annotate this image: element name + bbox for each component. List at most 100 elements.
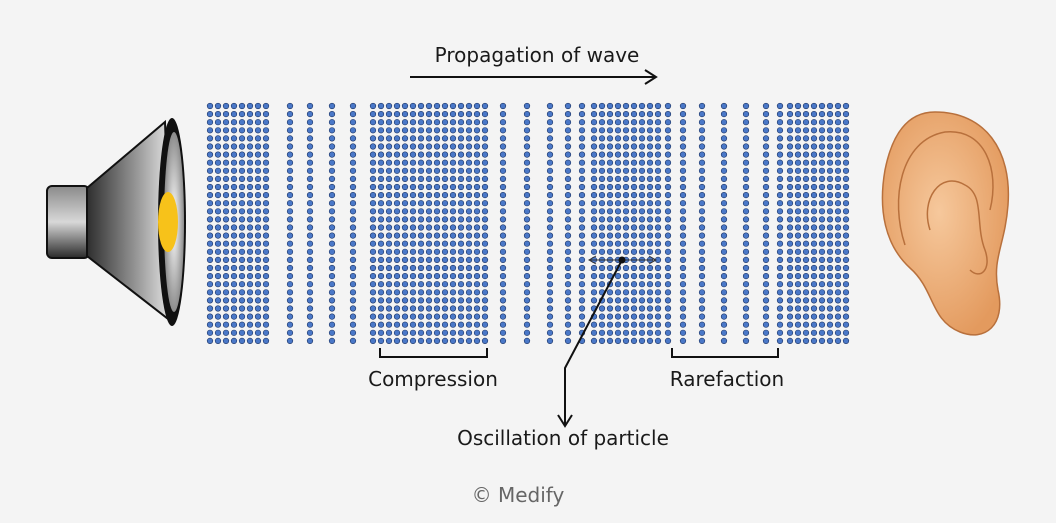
particle [328, 289, 336, 296]
particle [441, 151, 449, 158]
particle [441, 192, 449, 199]
particle [425, 313, 433, 320]
particle [238, 256, 246, 264]
particle [776, 143, 784, 150]
particle [742, 183, 750, 191]
particle [646, 200, 654, 207]
particle [425, 289, 433, 296]
particle [401, 297, 409, 304]
particle [842, 102, 850, 110]
particle [818, 281, 826, 288]
particle [598, 208, 606, 215]
particle [441, 232, 449, 239]
particle [654, 248, 662, 255]
particle [328, 232, 336, 239]
particle [306, 321, 314, 328]
particle [465, 127, 473, 134]
particle [385, 297, 393, 304]
particle [810, 159, 818, 166]
particle [802, 102, 810, 110]
particle [238, 119, 246, 126]
particle [441, 183, 449, 191]
particle [214, 297, 222, 304]
particle [306, 127, 314, 134]
particle [385, 337, 393, 345]
particle [401, 305, 409, 312]
particle [810, 289, 818, 296]
particle [646, 305, 654, 312]
particle [818, 321, 826, 328]
particle [802, 232, 810, 239]
particle [834, 329, 842, 336]
particle [377, 135, 385, 142]
particle [564, 305, 572, 312]
particle [794, 329, 802, 336]
particle [598, 143, 606, 150]
particle [328, 329, 336, 336]
particle [786, 256, 794, 264]
particle [393, 313, 401, 320]
particle [818, 256, 826, 264]
particle [786, 305, 794, 312]
particle [481, 216, 489, 223]
particle [546, 200, 554, 207]
particle [630, 264, 638, 272]
particle [679, 119, 687, 126]
particle [222, 192, 230, 199]
particle [564, 127, 572, 134]
particle [433, 143, 441, 150]
particle [457, 313, 465, 320]
particle [842, 329, 850, 336]
particle [818, 175, 826, 182]
particle [679, 264, 687, 272]
particle [306, 135, 314, 142]
particle [679, 281, 687, 288]
particle [614, 119, 622, 126]
particle [425, 256, 433, 264]
particle [206, 305, 214, 312]
particle [654, 167, 662, 174]
particle [377, 119, 385, 126]
particle [246, 192, 254, 199]
particle [630, 329, 638, 336]
particle [499, 200, 507, 207]
particle [646, 248, 654, 255]
particle [286, 329, 294, 336]
particle [417, 313, 425, 320]
particle [328, 256, 336, 264]
particle [433, 119, 441, 126]
particle [646, 175, 654, 182]
particle [262, 305, 270, 312]
particle [328, 208, 336, 215]
particle [802, 135, 810, 142]
particle [214, 167, 222, 174]
particle [664, 337, 672, 345]
particle [776, 297, 784, 304]
particle [664, 289, 672, 296]
particle [409, 289, 417, 296]
particle [826, 313, 834, 320]
particle [306, 297, 314, 304]
particle [622, 273, 630, 280]
particle [622, 159, 630, 166]
particle [328, 119, 336, 126]
particle [499, 143, 507, 150]
particle [230, 175, 238, 182]
particle [646, 232, 654, 239]
particle [417, 110, 425, 118]
particle [306, 183, 314, 191]
particle [598, 264, 606, 272]
particle [262, 127, 270, 134]
particle [834, 127, 842, 134]
particle [762, 167, 770, 174]
particle [630, 321, 638, 328]
particle [698, 224, 706, 231]
particle [842, 264, 850, 272]
particle [214, 127, 222, 134]
particle [377, 127, 385, 134]
particle [606, 337, 614, 345]
particle [679, 273, 687, 280]
particle [425, 240, 433, 247]
particle [449, 110, 457, 118]
particle [598, 127, 606, 134]
